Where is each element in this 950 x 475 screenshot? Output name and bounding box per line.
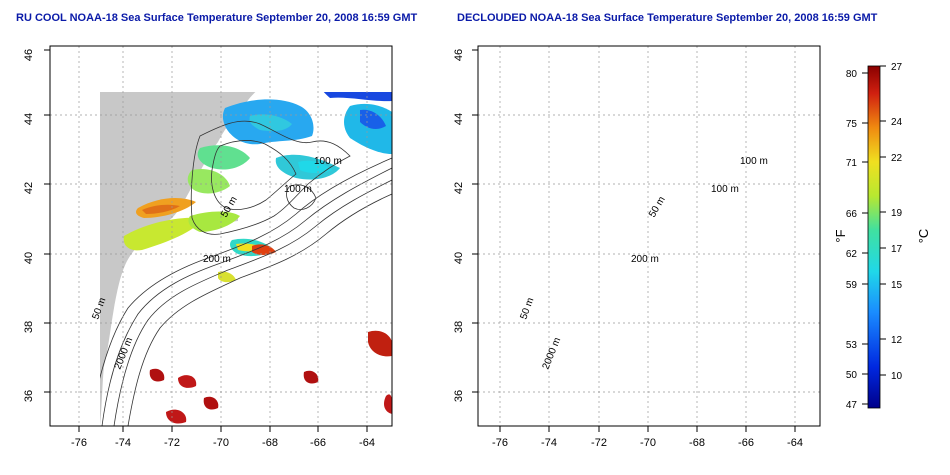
lon-tick: -70 [213,437,229,449]
land-mass [478,46,820,426]
lat-tick: 44 [453,113,465,125]
sst-overlay [554,72,815,423]
fahrenheit-tick: 75 [846,119,858,130]
lat-tick: 40 [453,252,465,264]
lat-tick: 38 [453,321,465,333]
lat-tick: 44 [23,113,35,125]
celsius-tick: 17 [891,244,903,255]
fahrenheit-label: °F [833,229,848,242]
contour-label: 50 m [647,195,668,220]
fahrenheit-tick: 53 [846,340,858,351]
latitude-axis: 46 44 42 40 38 36 [453,49,465,402]
fahrenheit-tick: 66 [846,209,858,220]
lon-tick: -70 [640,437,656,449]
left-map: 100 m 100 m 50 m 200 m 50 m 2000 m 46 44… [23,45,393,449]
fahrenheit-tick: 62 [846,249,858,260]
lon-tick: -72 [164,437,180,449]
ocean-area [478,46,820,426]
lon-tick: -74 [115,437,131,449]
contour-label: 2000 m [541,336,564,371]
lon-tick: -64 [359,437,375,449]
lat-tick: 38 [23,321,35,333]
lat-tick: 36 [453,390,465,402]
lat-tick: 36 [23,390,35,402]
left-map-title: RU COOL NOAA-18 Sea Surface Temperature … [16,12,418,24]
longitude-axis: -76 -74 -72 -70 -68 -66 -64 [492,437,803,449]
right-map-title: DECLOUDED NOAA-18 Sea Surface Temperatur… [457,12,878,24]
fahrenheit-tick: 50 [846,370,858,381]
lon-tick: -66 [738,437,754,449]
map-frame [477,45,821,427]
lat-tick: 42 [453,182,465,194]
contour-label: 200 m [631,254,659,265]
temperature-colorbar: 80 75 71 66 62 59 53 50 47 27 24 22 19 1… [833,62,931,411]
celsius-label: °C [916,229,931,244]
contour-label: 50 m [518,296,536,321]
lat-tick: 40 [23,252,35,264]
celsius-tick: 24 [891,117,903,128]
map-gridlines [478,46,820,426]
lon-tick: -68 [262,437,278,449]
latitude-axis: 46 44 42 40 38 36 [23,49,35,402]
right-map: 100 m 100 m 50 m 200 m 50 m 2000 m 46 44… [453,45,821,449]
contour-label: 200 m [203,254,231,265]
lon-tick: -76 [492,437,508,449]
bathymetry-contours [518,121,820,426]
celsius-tick: 27 [891,62,903,73]
longitude-axis: -76 -74 -72 -70 -68 -66 -64 [71,437,375,449]
lat-tick: 46 [453,49,465,61]
lat-tick: 42 [23,182,35,194]
lon-tick: -74 [541,437,557,449]
map-gridlines [50,46,392,426]
contour-label: 100 m [740,156,768,167]
lon-tick: -66 [310,437,326,449]
contour-label: 100 m [711,184,739,195]
lon-tick: -68 [689,437,705,449]
lon-tick: -76 [71,437,87,449]
contour-label: 100 m [314,156,342,167]
fahrenheit-tick: 47 [846,400,858,411]
lon-tick: -64 [787,437,803,449]
fahrenheit-tick: 71 [846,158,858,169]
celsius-tick: 12 [891,335,903,346]
celsius-tick: 22 [891,153,903,164]
colorbar-gradient [867,65,881,409]
celsius-tick: 10 [891,371,903,382]
lat-tick: 46 [23,49,35,61]
celsius-tick: 15 [891,280,903,291]
lon-tick: -72 [591,437,607,449]
contour-label: 100 m [284,184,312,195]
celsius-tick: 19 [891,208,903,219]
fahrenheit-tick: 59 [846,280,858,291]
fahrenheit-tick: 80 [846,69,858,80]
